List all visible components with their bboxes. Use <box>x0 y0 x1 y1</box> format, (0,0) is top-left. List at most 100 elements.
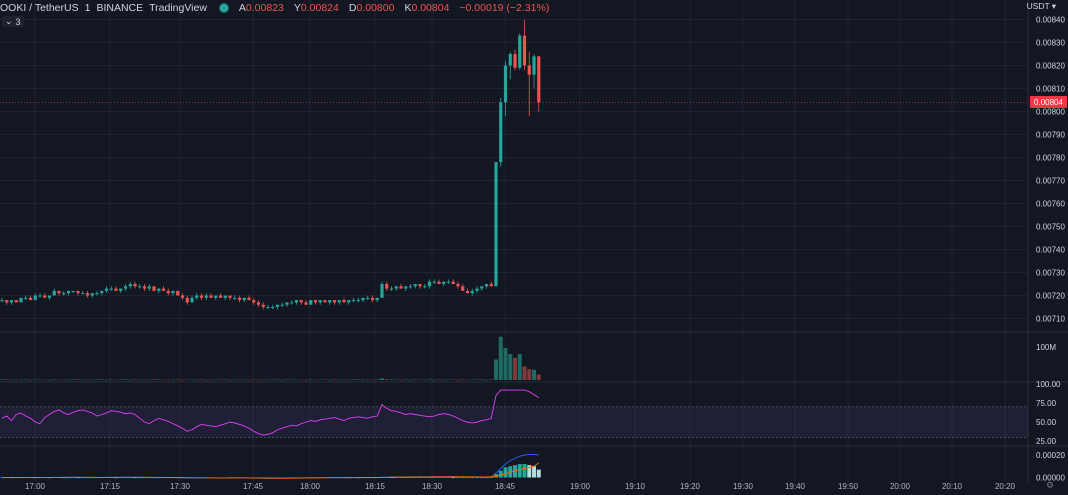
candle-body <box>261 304 265 307</box>
volume-bar <box>256 379 261 381</box>
candle-body <box>157 288 161 291</box>
candle-body <box>399 286 403 289</box>
candle-body <box>323 300 327 303</box>
ohlc-low-value: 0.00800 <box>356 2 395 14</box>
candle-body <box>461 286 465 291</box>
volume-bar <box>14 379 19 381</box>
rsi-axis-label: 75.00 <box>1036 399 1057 408</box>
volume-bar <box>33 379 38 381</box>
volume-bar <box>470 379 475 381</box>
candle-body <box>475 288 479 291</box>
volume-bar <box>57 379 61 381</box>
macd-signal-line <box>2 462 540 479</box>
time-axis-label: 19:40 <box>785 482 806 490</box>
volume-bar <box>532 369 536 380</box>
macd-histogram-bar <box>536 469 541 478</box>
macd-histogram-bar <box>465 477 470 479</box>
volume-bar <box>42 379 47 381</box>
candle-body <box>318 300 322 303</box>
price-axis-label: 0.00810 <box>1036 85 1065 94</box>
candle-body <box>43 295 47 298</box>
candle-body <box>489 284 493 287</box>
candle-body <box>313 300 318 303</box>
candle-body <box>446 281 451 283</box>
volume-bar <box>356 379 361 381</box>
volume-bar <box>133 379 137 381</box>
candle-body <box>290 302 294 304</box>
macd-histogram-bar <box>517 464 522 478</box>
volume-bar <box>418 379 422 381</box>
volume-bar <box>527 369 532 380</box>
volume-bar <box>280 379 285 381</box>
candle-body <box>380 284 384 298</box>
volume-bar <box>285 379 289 381</box>
macd-histogram-bar <box>456 477 460 479</box>
volume-bar <box>76 379 80 381</box>
macd-axis-label: 0.00020 <box>1036 451 1065 460</box>
price-axis-label: 0.00790 <box>1036 131 1065 140</box>
volume-bar <box>266 379 270 381</box>
macd-histogram-bar <box>503 467 508 478</box>
candle-body <box>171 290 175 294</box>
candle-body <box>537 56 541 103</box>
price-axis-label: 0.00710 <box>1036 315 1065 324</box>
candle-body <box>95 293 99 295</box>
candle-body <box>33 295 37 301</box>
volume-bar <box>494 359 498 380</box>
price-axis-label: 0.00740 <box>1036 246 1065 255</box>
volume-bar <box>142 379 147 381</box>
ohlc-open-key: A <box>238 2 246 14</box>
macd-histogram-bar <box>422 477 427 478</box>
interval-label[interactable]: 1 <box>84 2 91 14</box>
candle-body <box>527 65 531 75</box>
volume-bar <box>19 379 23 381</box>
candle-body <box>5 300 9 303</box>
volume-bar <box>380 378 384 380</box>
currency-selector[interactable]: USDT ▾ <box>1027 0 1056 12</box>
candle-body <box>247 297 251 301</box>
candle-body <box>413 284 417 287</box>
candle-body <box>123 286 128 289</box>
price-axis-label: 0.00770 <box>1036 177 1065 186</box>
volume-bar <box>313 379 318 381</box>
volume-bar <box>361 379 365 381</box>
volume-bar <box>365 379 370 381</box>
macd-histogram-bar <box>437 477 441 478</box>
candle-body <box>366 297 370 299</box>
price-axis-label: 0.00730 <box>1036 269 1065 278</box>
volume-bar <box>456 379 460 381</box>
volume-bar <box>180 379 185 381</box>
time-axis-label: 19:00 <box>570 482 591 490</box>
volume-bar <box>28 379 33 381</box>
symbol-legend: OOKI / TetherUS 1 BINANCE TradingView A0… <box>0 0 549 16</box>
volume-bar <box>394 379 399 381</box>
volume-axis-label: 100M <box>1036 343 1056 352</box>
price-axis-label: 0.00760 <box>1036 200 1065 209</box>
volume-bar <box>109 379 114 381</box>
candle-body <box>176 290 180 296</box>
volume-bar <box>166 379 171 381</box>
gear-icon[interactable]: ⚙ <box>1045 480 1055 490</box>
volume-bar <box>270 379 275 381</box>
symbol-name[interactable]: OOKI / TetherUS <box>0 2 79 14</box>
candle-body <box>465 290 470 294</box>
volume-bar <box>128 379 133 381</box>
time-axis-label: 17:45 <box>243 482 264 490</box>
candle-body <box>342 300 346 303</box>
macd-histogram-bar <box>470 477 475 479</box>
candle-body <box>375 297 379 301</box>
indicators-toggle-button[interactable]: ⌄ 3 <box>2 16 24 27</box>
time-axis-label: 19:20 <box>680 482 701 490</box>
volume-bar <box>432 379 437 381</box>
candle-body <box>370 297 375 301</box>
volume-bar <box>190 379 194 381</box>
candle-body <box>266 307 270 308</box>
macd-histogram-bar <box>451 477 456 479</box>
time-axis-label: 20:10 <box>942 482 963 490</box>
candle-body <box>332 300 337 303</box>
volume-bar <box>90 379 95 381</box>
price-axis-label: 0.00750 <box>1036 223 1065 232</box>
rsi-axis-label: 100.00 <box>1036 380 1061 389</box>
